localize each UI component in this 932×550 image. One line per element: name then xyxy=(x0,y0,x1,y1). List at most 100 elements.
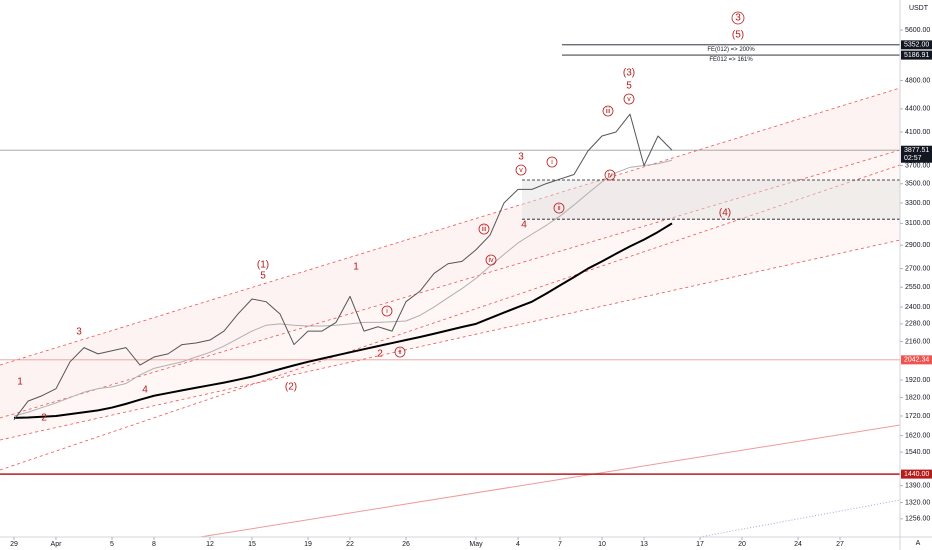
wave-ring xyxy=(381,305,393,317)
channel-fill xyxy=(0,150,900,440)
wave-ring xyxy=(623,93,635,105)
wave-label: v xyxy=(627,96,631,103)
y-tick-label: 4800.00 xyxy=(905,77,930,84)
wave-label: 3 xyxy=(518,152,524,163)
wave-label: i xyxy=(551,159,553,166)
wave-label: 2 xyxy=(377,349,383,360)
currency-label: USDT xyxy=(909,5,929,12)
channel-fill xyxy=(0,88,900,418)
wave-label: 5 xyxy=(260,271,266,282)
y-tick-label: 1256.00 xyxy=(905,516,930,523)
wave-ring xyxy=(478,223,490,235)
x-tick-label: 7 xyxy=(558,541,562,548)
y-tick-label: 2700.00 xyxy=(905,265,930,272)
y-tick-label: 2280.00 xyxy=(905,321,930,328)
channel-line xyxy=(0,239,901,441)
corner-label: A xyxy=(916,540,921,547)
wave-ring xyxy=(553,202,565,214)
wave-label: v xyxy=(519,167,523,174)
wave-ring xyxy=(485,254,497,266)
wave-label: (4) xyxy=(719,208,731,219)
wave-ring xyxy=(604,169,616,181)
wave-label: 4 xyxy=(142,385,148,396)
x-tick-label: 4 xyxy=(516,541,520,548)
y-tick-label: 3100.00 xyxy=(905,220,930,227)
y-tick-label: 1720.00 xyxy=(905,413,930,420)
wave-label: iv xyxy=(607,172,613,179)
x-tick-label: 20 xyxy=(738,541,746,548)
price-box xyxy=(901,355,932,365)
y-tick-label: 1390.00 xyxy=(905,483,930,490)
wave-label: 4 xyxy=(521,220,527,231)
x-tick-label: 8 xyxy=(152,541,156,548)
x-tick-label: 19 xyxy=(304,541,312,548)
x-tick-label: 15 xyxy=(248,541,256,548)
y-tick-label: 3500.00 xyxy=(905,181,930,188)
price-box xyxy=(901,145,932,163)
y-tick-label: 1620.00 xyxy=(905,432,930,439)
price-box-label: 1440.00 xyxy=(904,471,929,478)
zone xyxy=(522,180,900,220)
wave-ring xyxy=(394,346,406,358)
x-tick-label: May xyxy=(469,541,483,548)
wave-label: 3 xyxy=(76,327,82,338)
wave-label: 1 xyxy=(353,262,359,273)
wave-label: 1 xyxy=(17,377,23,388)
wave-label: ii xyxy=(398,349,402,356)
y-tick-label: 2900.00 xyxy=(905,242,930,249)
wave-label: 5 xyxy=(626,81,632,92)
wave-label: iv xyxy=(488,257,494,264)
y-tick-label: 3300.00 xyxy=(905,200,930,207)
x-tick-label: 22 xyxy=(346,541,354,548)
price-box xyxy=(901,40,932,50)
wave-label: 2 xyxy=(41,413,47,424)
price-box-label: 5352.00 xyxy=(904,42,929,49)
price-box xyxy=(901,50,932,60)
x-tick-label: 13 xyxy=(640,541,648,548)
x-tick-label: Apr xyxy=(51,541,63,548)
wave-label: (1) xyxy=(257,260,269,271)
x-tick-label: 24 xyxy=(794,541,802,548)
wave-label: 3 xyxy=(735,13,741,24)
x-tick-label: 12 xyxy=(206,541,214,548)
wave-label: i xyxy=(386,308,388,315)
y-tick-label: 5600.00 xyxy=(905,27,930,34)
level-text: FE012 => 161% xyxy=(709,57,753,63)
overlay: 5600.00 4800.00 4400.00 4100.00 3700.00 3500.… xyxy=(10,27,932,548)
channel-line xyxy=(0,164,901,471)
trend-line xyxy=(199,424,901,538)
x-tick-label: 5 xyxy=(110,541,114,548)
wave-label: ii xyxy=(557,205,561,212)
wave-label: (5) xyxy=(732,30,744,41)
y-tick-label: 4400.00 xyxy=(905,106,930,113)
channel-line xyxy=(0,87,901,366)
y-tick-label: 1320.00 xyxy=(905,499,930,506)
y-tick-label: 1920.00 xyxy=(905,377,930,384)
wave-ring xyxy=(602,105,614,117)
series-line xyxy=(13,222,673,419)
price-box-label: 3877.51 xyxy=(904,147,929,154)
wave-label: (3) xyxy=(623,68,635,79)
marks: FE(012) => 200% FE012 => 161% xyxy=(0,44,900,475)
trend-line xyxy=(699,499,901,538)
channel-line xyxy=(0,149,901,419)
series-line xyxy=(13,113,673,421)
x-tick-label: 26 xyxy=(402,541,410,548)
y-tick-label: 2400.00 xyxy=(905,304,930,311)
price-box xyxy=(901,469,932,479)
x-tick-label: 27 xyxy=(836,541,844,548)
y-tick-label: 3700.00 xyxy=(905,162,930,169)
wave-labels: 1 2 3 4 (1) 5 (2) 1 2 i ii iii iv 3 v 4 … xyxy=(17,11,745,424)
wave-ring xyxy=(515,164,527,176)
wave-label: iii xyxy=(606,108,611,115)
y-tick-label: 2160.00 xyxy=(905,338,930,345)
level-text: FE(012) => 200% xyxy=(707,47,755,53)
y-tick-label: 2550.00 xyxy=(905,284,930,291)
wave-ring xyxy=(546,156,558,168)
price-box-label: 5186.91 xyxy=(904,52,929,59)
x-tick-label: 17 xyxy=(696,541,704,548)
x-tick-label: 10 xyxy=(598,541,606,548)
y-tick-label: 4100.00 xyxy=(905,129,930,136)
